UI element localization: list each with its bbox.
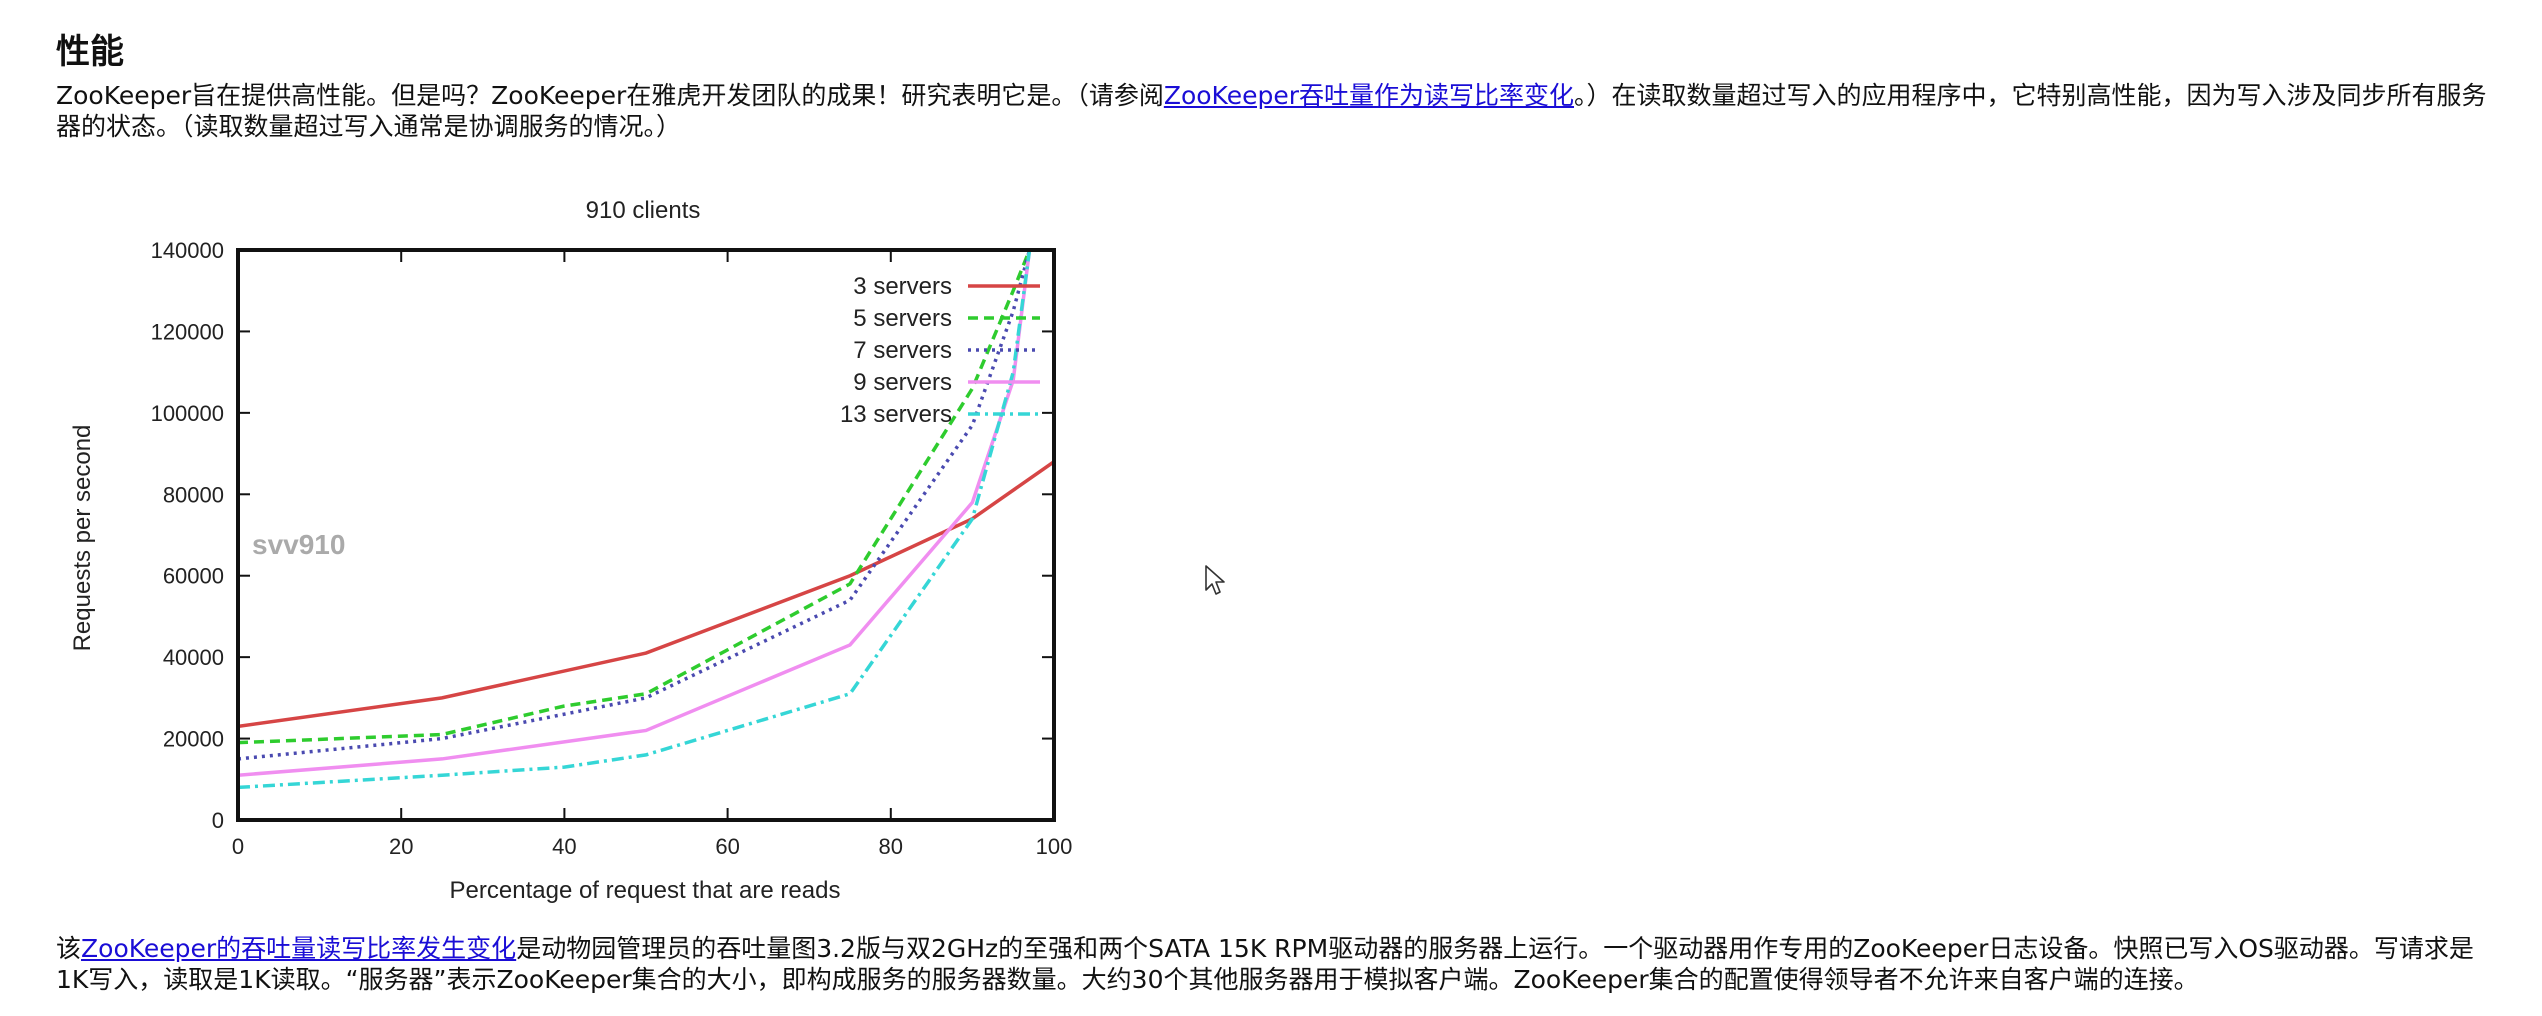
series-line-2 [238,250,1032,745]
throughput-link[interactable]: ZooKeeper吞吐量作为读写比率变化 [1163,81,1574,110]
legend-label: 5 servers [853,305,952,332]
y-tick-label: 140000 [151,238,224,263]
y-tick-label: 40000 [163,645,224,670]
y-tick-label: 20000 [163,727,224,752]
arrow-cursor-icon [1204,564,1226,596]
legend-label: 3 servers [853,273,952,300]
x-tick-label: 100 [1036,834,1073,859]
x-tick-label: 0 [232,834,244,859]
legend-label: 7 servers [853,337,952,364]
series-line-1 [238,460,1054,729]
caption-text-before: 该 [56,934,82,963]
x-tick-label: 80 [879,834,903,859]
legend-label: 13 servers [840,401,952,428]
intro-paragraph: ZooKeeper旨在提供高性能。但是吗？ZooKeeper在雅虎开发团队的成果… [56,80,2496,142]
caption-paragraph: 该ZooKeeper的吞吐量读写比率发生变化是动物园管理员的吞吐量图3.2版与双… [56,933,2496,995]
intro-text-before: ZooKeeper旨在提供高性能。但是吗？ZooKeeper在雅虎开发团队的成果… [56,81,1164,110]
x-tick-label: 40 [552,834,576,859]
y-tick-label: 120000 [151,319,224,344]
throughput-chart: 910 clients Percentage of request that a… [40,180,1100,920]
y-tick-label: 80000 [163,482,224,507]
x-tick-label: 20 [389,834,413,859]
x-tick-label: 60 [715,834,739,859]
y-tick-label: 0 [212,808,224,833]
chart-svg: 910 clients Percentage of request that a… [69,197,1073,904]
chart-title: 910 clients [586,197,701,224]
page-title: 性能 [56,32,124,72]
chart-ticks: 0 20000 40000 60000 80000 100000 120000 140000 0… [151,238,1073,859]
chart-y-axis-label: Requests per second [69,425,96,652]
chart-x-axis-label: Percentage of request that are reads [450,877,841,904]
chart-plot-frame [236,248,1056,822]
legend-label: 9 servers [853,369,952,396]
chart-watermark: svv910 [252,529,345,560]
throughput-ratio-link[interactable]: ZooKeeper的吞吐量读写比率发生变化 [81,934,517,963]
intro-text-after: 。）在读取数量超过写入的应用程序中，它特别高性能，因为写入涉及同步所有服务器的状… [56,81,2487,141]
chart-legend: 3 servers 5 servers 7 servers 9 servers 13 s… [840,273,1040,428]
y-tick-label: 60000 [163,564,224,589]
y-tick-label: 100000 [151,401,224,426]
caption-text-after: 是动物园管理员的吞吐量图3.2版与双2GHz的至强和两个SATA 15K RPM… [56,934,2474,994]
